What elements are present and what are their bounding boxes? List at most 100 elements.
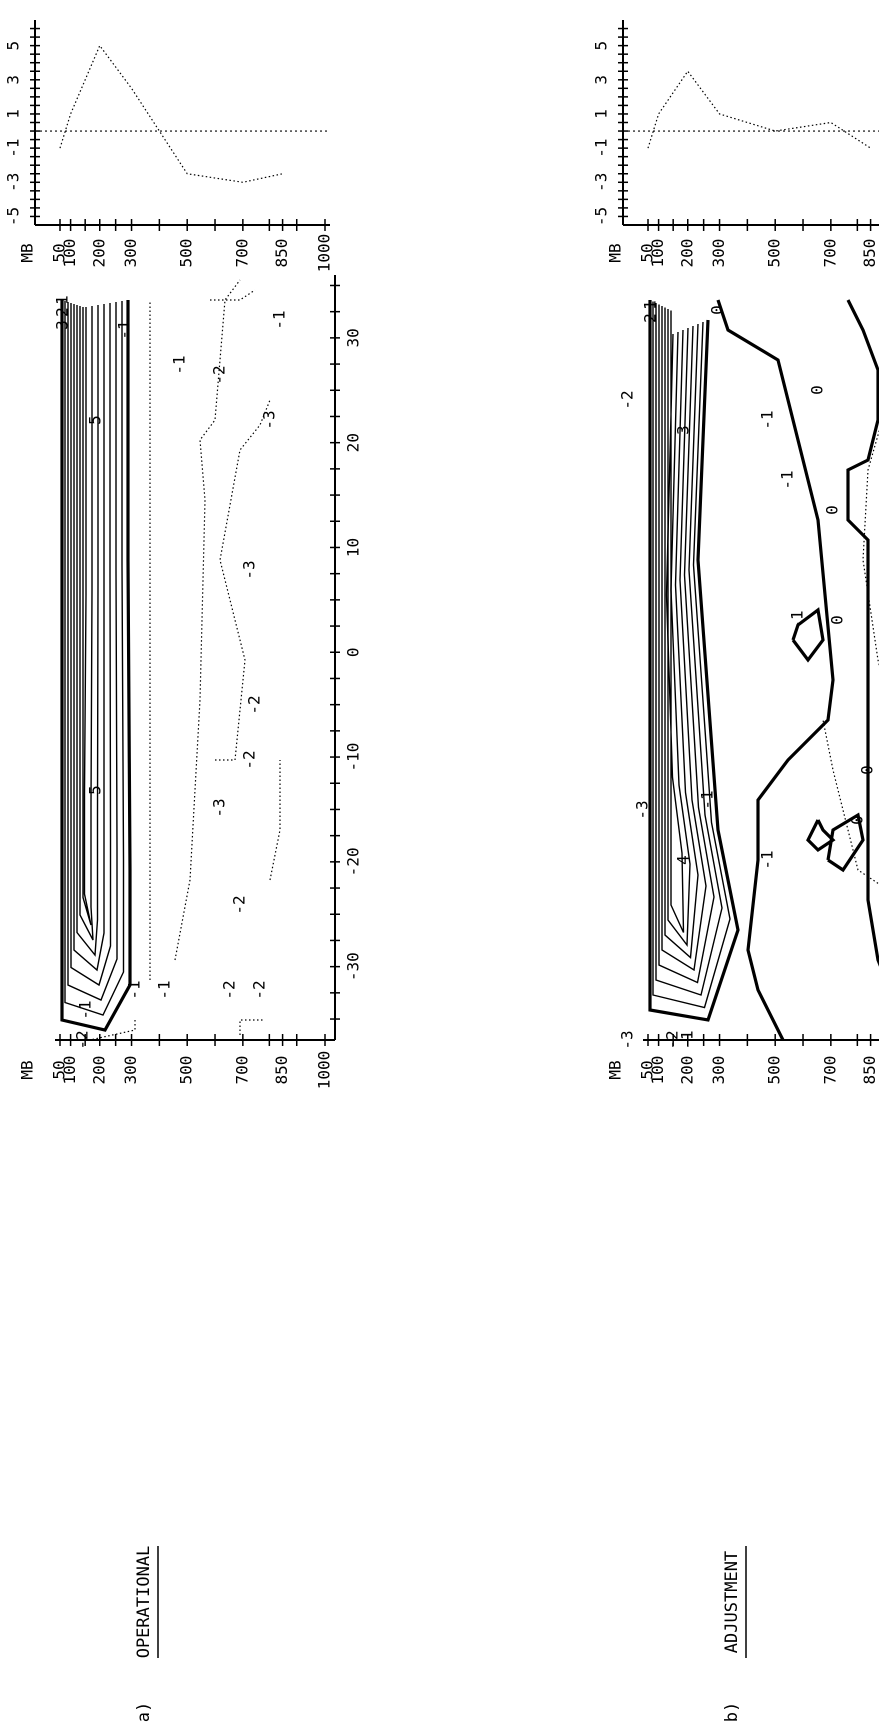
contour-label: -2	[663, 1030, 682, 1049]
profile-value-label: -5	[4, 207, 23, 226]
contour-label: -1	[788, 610, 807, 629]
latitude-tick-label: 10	[344, 538, 363, 557]
pressure-tick-label: 850	[860, 1056, 879, 1085]
panel-title: ADJUSTMENT	[722, 1551, 742, 1653]
latitude-tick-label: -20	[344, 847, 363, 876]
profile-unit-label: MB	[606, 243, 625, 262]
contour-label: -3	[260, 410, 279, 429]
solid-contour	[82, 307, 92, 926]
dotted-contour	[215, 399, 271, 761]
contour-label: -2	[230, 895, 249, 914]
profile-pressure-label: 850	[272, 239, 291, 268]
pressure-tick-label: 200	[677, 1056, 696, 1085]
solid-contour	[658, 304, 715, 984]
dotted-contour	[174, 279, 241, 961]
contour-label: -1	[678, 1030, 697, 1049]
pressure-tick-label: 1000	[315, 1051, 334, 1090]
solid-contour	[70, 303, 112, 987]
profile-value-label: -3	[592, 173, 611, 192]
contour-label: -3	[618, 1030, 637, 1049]
profile-pressure-label: 300	[121, 239, 140, 268]
dotted-contour	[239, 1019, 265, 1035]
contour-label: -1	[758, 410, 777, 429]
solid-contour	[652, 301, 731, 1009]
contour-label: -2	[250, 980, 269, 999]
contour-label: -1	[758, 850, 777, 869]
pressure-unit-label: MB	[18, 1060, 37, 1079]
pressure-unit-label: MB	[606, 1060, 625, 1079]
profile-line	[647, 70, 871, 149]
profile-value-label: 1	[592, 109, 611, 119]
panel-letter: a)	[134, 1702, 154, 1722]
contour-label: -1	[698, 790, 717, 809]
profile-value-label: 3	[592, 75, 611, 85]
profile-line	[59, 44, 283, 183]
contour-label: -1	[76, 1000, 95, 1019]
pressure-tick-label: 50	[50, 1060, 69, 1079]
contour-label: 0	[708, 305, 727, 315]
panel-adjustment: b)ADJUSTMENT-30-20-100102030501002003005…	[592, 20, 879, 1722]
contour-label: -1	[155, 980, 174, 999]
contour-label: -3	[240, 560, 259, 579]
contour-label: 0	[828, 615, 847, 625]
profile-value-label: -1	[4, 138, 23, 157]
profile-value-label: -5	[592, 207, 611, 226]
contour-label: 5	[86, 785, 105, 795]
profile-pressure-label: 700	[232, 239, 251, 268]
zero-contour	[806, 819, 836, 853]
dotted-contour	[269, 760, 281, 881]
pressure-tick-label: 700	[820, 1056, 839, 1085]
contour-label: 3	[674, 425, 693, 435]
contour-label: 5	[86, 415, 105, 425]
contour-label: -2	[618, 390, 637, 409]
solid-contour	[655, 303, 723, 996]
solid-contour	[73, 304, 105, 972]
contour-label: -3	[210, 798, 229, 817]
contour-label: 3	[53, 320, 72, 330]
pressure-tick-label: 200	[89, 1056, 108, 1085]
contour-label: 4	[674, 855, 693, 865]
contour-label: 0	[808, 385, 827, 395]
profile-value-label: 1	[4, 109, 23, 119]
contour-label: 0	[858, 765, 877, 775]
latitude-tick-label: 0	[344, 647, 363, 657]
profile-value-label: -3	[4, 173, 23, 192]
pressure-tick-label: 500	[177, 1056, 196, 1085]
profile-value-label: 5	[4, 41, 23, 51]
profile-unit-label: MB	[18, 243, 37, 262]
pressure-tick-label: 500	[765, 1056, 784, 1085]
contour-label: -2	[240, 750, 259, 769]
solid-contour	[664, 307, 699, 959]
contour-label: -1	[170, 355, 189, 374]
contour-label: -3	[633, 800, 652, 819]
profile-pressure-label: 500	[765, 239, 784, 268]
pressure-tick-label: 300	[121, 1056, 140, 1085]
profile-pressure-label: 300	[709, 239, 728, 268]
solid-contour	[64, 301, 125, 1016]
profile-pressure-label: 850	[860, 239, 879, 268]
contour-label: 1	[641, 300, 660, 310]
contour-label: 0	[848, 815, 867, 825]
profile-value-label: 5	[592, 41, 611, 51]
profile-value-label: -1	[592, 138, 611, 157]
contour-label: -2	[245, 695, 264, 714]
contour-label: -1	[115, 320, 134, 339]
profile-pressure-label: 100	[60, 239, 79, 268]
zero-contour	[791, 607, 825, 663]
pressure-tick-label: 300	[709, 1056, 728, 1085]
dotted-contour	[822, 719, 879, 891]
contour-label: 2	[53, 307, 72, 317]
profile-pressure-label: 50	[638, 243, 657, 262]
profile-pressure-label: 200	[89, 239, 108, 268]
solid-contour	[665, 310, 685, 933]
profile-pressure-label: 100	[648, 239, 667, 268]
contour-label: -2	[220, 980, 239, 999]
pressure-tick-label: 700	[232, 1056, 251, 1085]
contour-label: 2	[641, 313, 660, 323]
panel-letter: b)	[722, 1702, 742, 1722]
zero-contour	[826, 812, 865, 873]
latitude-tick-label: 30	[344, 328, 363, 347]
profile-pressure-label: 1000	[315, 234, 334, 273]
contour-label: 0	[823, 505, 842, 515]
